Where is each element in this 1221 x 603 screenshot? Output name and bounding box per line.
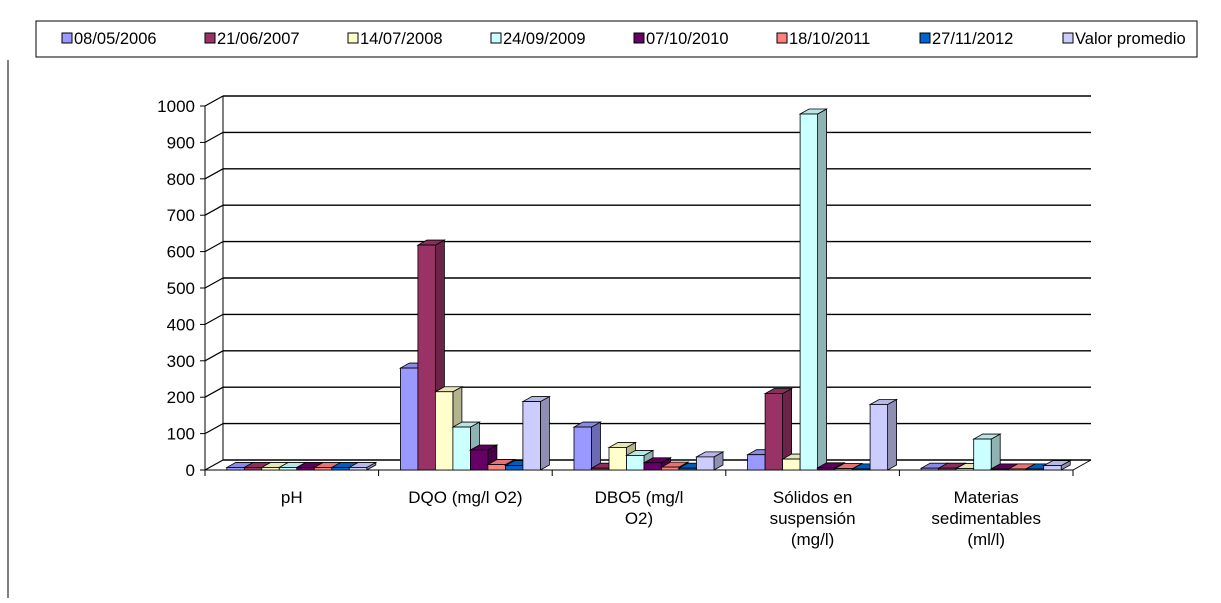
bar bbox=[521, 395, 551, 471]
y-tick-label: 0 bbox=[186, 461, 195, 480]
y-tick-label: 500 bbox=[167, 279, 195, 298]
legend-swatch bbox=[61, 32, 73, 44]
x-category-label: DQO (mg/l O2) bbox=[408, 488, 522, 507]
legend-swatch bbox=[1062, 32, 1074, 44]
legend-label: 18/10/2011 bbox=[789, 30, 870, 48]
legend-label: 08/05/2006 bbox=[74, 30, 157, 48]
bar bbox=[972, 433, 1002, 471]
x-category-label: Materias bbox=[954, 488, 1019, 507]
legend-label: 14/07/2008 bbox=[360, 30, 443, 48]
legend-swatch bbox=[490, 32, 502, 44]
x-category-label: pH bbox=[281, 488, 303, 507]
legend-label: 07/10/2010 bbox=[646, 30, 729, 48]
y-tick-label: 900 bbox=[167, 133, 195, 152]
x-category-label: O2) bbox=[625, 509, 653, 528]
legend-label: 21/06/2007 bbox=[217, 30, 300, 48]
bar bbox=[763, 387, 794, 471]
legend-swatch bbox=[633, 32, 645, 44]
legend-swatch bbox=[919, 32, 931, 44]
x-category-label: suspensión bbox=[770, 509, 856, 528]
x-category-label: (ml/l) bbox=[967, 530, 1005, 549]
y-tick-label: 200 bbox=[167, 388, 195, 407]
x-category-label: Sólidos en bbox=[773, 488, 852, 507]
bar bbox=[1042, 459, 1072, 471]
y-tick-label: 100 bbox=[167, 425, 195, 444]
bar bbox=[798, 108, 829, 471]
y-tick-label: 1000 bbox=[157, 97, 195, 116]
legend-swatch bbox=[347, 32, 359, 44]
x-category-label: (mg/l) bbox=[791, 530, 834, 549]
bar bbox=[347, 461, 378, 471]
legend-label: Valor promedio bbox=[1075, 30, 1186, 48]
y-tick-label: 800 bbox=[167, 170, 195, 189]
y-tick-label: 300 bbox=[167, 352, 195, 371]
bar bbox=[694, 451, 725, 471]
x-category-label: sedimentables bbox=[931, 509, 1041, 528]
bar bbox=[572, 421, 603, 471]
legend-swatch bbox=[776, 32, 788, 44]
bar bbox=[868, 398, 899, 471]
y-tick-label: 700 bbox=[167, 206, 195, 225]
legend-label: 27/11/2012 bbox=[932, 30, 1013, 48]
y-tick-label: 400 bbox=[167, 315, 195, 334]
legend-label: 24/09/2009 bbox=[503, 30, 586, 48]
legend-swatch bbox=[204, 32, 216, 44]
legend bbox=[35, 20, 1198, 58]
y-tick-label: 600 bbox=[167, 243, 195, 262]
x-category-label: DBO5 (mg/l bbox=[595, 488, 684, 507]
